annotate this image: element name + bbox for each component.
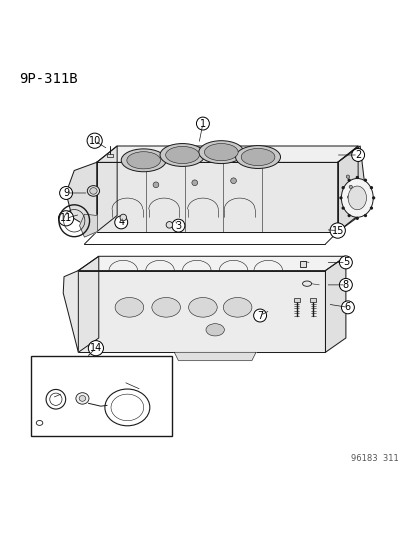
Circle shape <box>347 214 350 217</box>
Polygon shape <box>97 146 357 163</box>
FancyBboxPatch shape <box>106 154 113 157</box>
Circle shape <box>120 214 126 221</box>
Text: 96183  311: 96183 311 <box>350 454 398 463</box>
Circle shape <box>363 179 366 182</box>
Circle shape <box>230 178 236 183</box>
Ellipse shape <box>79 395 85 401</box>
Text: 12: 12 <box>45 393 58 403</box>
Circle shape <box>341 206 344 209</box>
Circle shape <box>341 186 344 189</box>
Ellipse shape <box>165 147 199 164</box>
Text: 5: 5 <box>342 257 348 268</box>
Circle shape <box>369 186 372 189</box>
FancyBboxPatch shape <box>31 357 172 436</box>
Circle shape <box>347 179 350 182</box>
Ellipse shape <box>152 297 180 317</box>
Polygon shape <box>325 256 345 352</box>
Ellipse shape <box>76 393 89 404</box>
Circle shape <box>345 175 349 178</box>
FancyBboxPatch shape <box>293 298 299 302</box>
FancyBboxPatch shape <box>299 261 306 266</box>
Ellipse shape <box>223 297 252 317</box>
Circle shape <box>153 182 159 188</box>
Text: 13: 13 <box>135 385 147 395</box>
Circle shape <box>369 206 372 209</box>
Ellipse shape <box>90 188 97 194</box>
FancyBboxPatch shape <box>310 298 315 302</box>
Text: 7: 7 <box>256 311 263 320</box>
Ellipse shape <box>198 141 243 164</box>
Circle shape <box>371 196 374 199</box>
Circle shape <box>347 196 350 199</box>
Circle shape <box>348 185 351 189</box>
Circle shape <box>363 214 366 217</box>
Text: 11: 11 <box>60 213 72 223</box>
Ellipse shape <box>115 297 143 317</box>
Polygon shape <box>337 146 357 232</box>
Polygon shape <box>97 146 117 232</box>
Circle shape <box>355 217 358 220</box>
Ellipse shape <box>347 186 366 209</box>
Ellipse shape <box>160 143 204 166</box>
Circle shape <box>355 176 358 179</box>
Text: 2: 2 <box>354 150 361 160</box>
Ellipse shape <box>302 281 311 286</box>
Polygon shape <box>66 163 97 232</box>
Text: 10: 10 <box>88 136 100 146</box>
Polygon shape <box>78 271 325 352</box>
Polygon shape <box>79 214 97 237</box>
Polygon shape <box>78 256 99 352</box>
Text: 8: 8 <box>342 280 348 290</box>
Ellipse shape <box>341 179 373 217</box>
Polygon shape <box>337 146 363 232</box>
Text: 4: 4 <box>118 217 124 228</box>
Text: 6: 6 <box>344 302 350 312</box>
Text: 1: 1 <box>199 118 206 128</box>
Ellipse shape <box>121 149 166 172</box>
Text: 3: 3 <box>175 221 181 231</box>
Ellipse shape <box>126 152 160 169</box>
Ellipse shape <box>87 185 100 196</box>
Circle shape <box>339 196 342 199</box>
Ellipse shape <box>188 297 217 317</box>
Ellipse shape <box>235 146 280 168</box>
Polygon shape <box>174 352 255 360</box>
Polygon shape <box>97 163 337 232</box>
Text: 15: 15 <box>331 225 343 236</box>
Circle shape <box>191 180 197 185</box>
Text: 9: 9 <box>63 188 69 198</box>
Ellipse shape <box>204 143 237 161</box>
Polygon shape <box>63 271 78 352</box>
Circle shape <box>166 222 172 228</box>
Text: 14: 14 <box>90 343 102 353</box>
Ellipse shape <box>241 149 274 166</box>
Polygon shape <box>78 256 345 271</box>
Text: 9P-311B: 9P-311B <box>19 72 78 86</box>
Ellipse shape <box>206 324 224 336</box>
